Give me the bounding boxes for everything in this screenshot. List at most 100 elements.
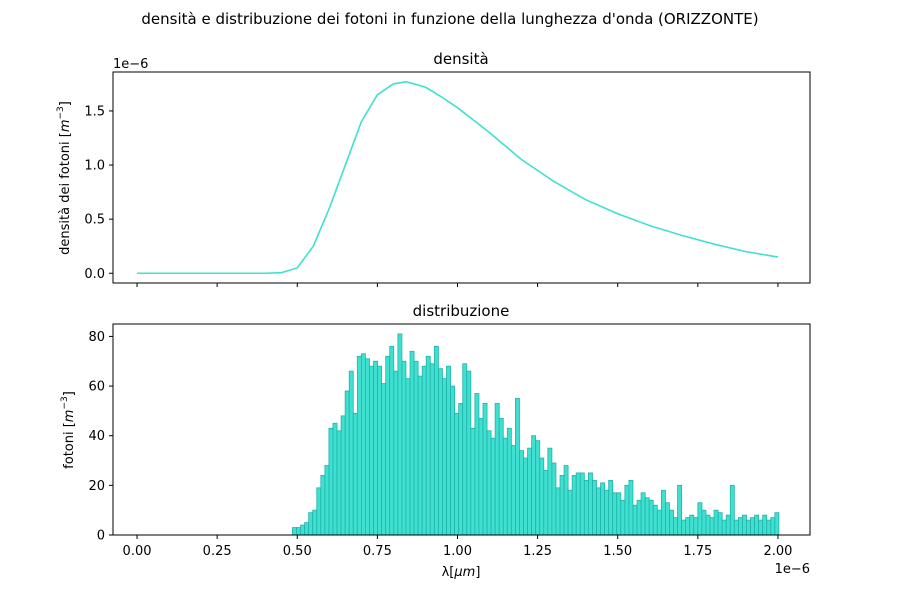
- histogram-bar: [673, 517, 678, 536]
- bottom-axes-frame: [112, 323, 811, 536]
- histogram-bar: [417, 375, 423, 536]
- histogram-bar: [360, 353, 366, 536]
- histogram-bar: [506, 427, 512, 536]
- histogram-bar: [401, 360, 407, 536]
- histogram-bar: [685, 517, 691, 536]
- histogram-bar: [555, 487, 561, 536]
- histogram-bar: [758, 519, 764, 536]
- histogram-bar: [559, 475, 565, 536]
- y-tick-label: 0: [97, 529, 105, 544]
- histogram-bar: [494, 403, 500, 536]
- histogram-bar: [466, 370, 472, 536]
- histogram-bar: [746, 519, 751, 536]
- y-tick-label: 0.5: [84, 213, 105, 228]
- histogram-bar: [644, 497, 650, 536]
- histogram-bar: [750, 517, 755, 536]
- bottom-plot-area: [292, 333, 780, 536]
- histogram-bar: [429, 363, 435, 536]
- histogram-bar: [308, 512, 314, 536]
- histogram-bar: [482, 403, 488, 536]
- histogram-bar: [648, 499, 654, 536]
- histogram-bar: [697, 502, 703, 536]
- histogram-bar: [490, 437, 496, 536]
- histogram-bar: [665, 502, 670, 536]
- x-tick-label: 0.00: [123, 544, 152, 559]
- figure-suptitle: densità e distribuzione dei fotoni in fu…: [141, 10, 758, 28]
- histogram-bar: [381, 383, 387, 536]
- histogram-bar: [608, 479, 614, 536]
- histogram-bar: [324, 465, 330, 536]
- histogram-bar: [636, 499, 642, 536]
- bottom-x-axis: 0.00 0.25 0.50 0.75 1.00 1.25 1.50 1.75 2.00: [123, 535, 792, 559]
- x-tick-label: 1.25: [523, 544, 552, 559]
- histogram-bar: [478, 417, 484, 536]
- histogram-bar: [551, 462, 557, 536]
- histogram-bar: [413, 360, 419, 536]
- histogram-bar: [437, 368, 443, 536]
- histogram-bar: [652, 504, 658, 536]
- histogram-bar: [770, 517, 776, 536]
- histogram-bar: [620, 499, 626, 536]
- y-tick-label: 20: [88, 479, 105, 494]
- histogram-bar: [656, 509, 662, 536]
- top-x-axis: [136, 283, 779, 287]
- x-tick-label: 0.25: [203, 544, 232, 559]
- histogram-bar: [737, 517, 743, 536]
- top-y-axis-title: densità dei fotoni [m−3]: [56, 101, 73, 255]
- y-tick-label: 40: [88, 429, 105, 444]
- x-tick-label: 0.50: [283, 544, 312, 559]
- histogram-bar: [669, 509, 674, 536]
- histogram-bar: [365, 358, 370, 536]
- histogram-bar: [705, 514, 711, 536]
- bottom-panel: distribuzione 0 20 40 60 80 0.00 0.25 0.50 0.75…: [60, 302, 811, 580]
- histogram-bar: [535, 440, 541, 536]
- histogram-bar: [575, 472, 581, 536]
- top-plot-area: [137, 80, 779, 275]
- histogram-bar: [693, 517, 699, 536]
- top-axes-frame: [112, 71, 811, 284]
- histogram-bar: [531, 435, 537, 536]
- histogram-bar: [624, 484, 630, 536]
- histogram-bar: [344, 390, 350, 536]
- histogram-bar: [596, 487, 601, 536]
- histogram-bar: [515, 398, 520, 536]
- histogram-bar: [292, 527, 297, 536]
- histogram-bar: [320, 475, 326, 536]
- histogram-bar: [725, 514, 731, 536]
- y-tick-label: 80: [88, 330, 105, 345]
- histogram-bar: [446, 365, 451, 536]
- histogram-bar: [567, 489, 573, 536]
- histogram-bar: [486, 430, 492, 536]
- histogram-bar: [474, 393, 480, 536]
- histogram-bar: [612, 492, 618, 536]
- top-y-axis: 0.0 0.5 1.0 1.5: [84, 104, 113, 282]
- histogram-bar: [340, 415, 346, 536]
- histogram-bar: [377, 365, 383, 536]
- histogram-bar: [527, 447, 533, 536]
- x-tick-label: 0.75: [363, 544, 392, 559]
- histogram-bar: [677, 484, 683, 536]
- y-tick-label: 1.0: [84, 159, 105, 174]
- histogram-bar: [592, 479, 597, 536]
- histogram-bar: [660, 489, 666, 536]
- histogram-bar: [766, 519, 772, 536]
- histogram-bar: [571, 475, 577, 536]
- histogram-bar: [462, 363, 468, 536]
- histogram-bar: [721, 519, 727, 536]
- histogram-bar: [502, 437, 508, 536]
- bottom-y-axis-title: fotoni [m−3]: [60, 391, 77, 469]
- y-tick-label: 1.5: [84, 104, 105, 119]
- histogram-bar: [348, 370, 354, 536]
- histogram-bar: [600, 482, 605, 536]
- histogram-bar: [583, 479, 589, 536]
- histogram-bar: [312, 509, 318, 536]
- histogram-bar: [729, 484, 735, 536]
- histogram-bar: [774, 512, 780, 536]
- histogram-bar: [754, 514, 760, 536]
- histogram-bar: [458, 403, 464, 536]
- top-panel-title: densità: [433, 50, 488, 68]
- top-y-offset-label: 1e−6: [113, 57, 148, 72]
- histogram-bar: [510, 445, 516, 536]
- x-tick-label: 1.50: [603, 544, 632, 559]
